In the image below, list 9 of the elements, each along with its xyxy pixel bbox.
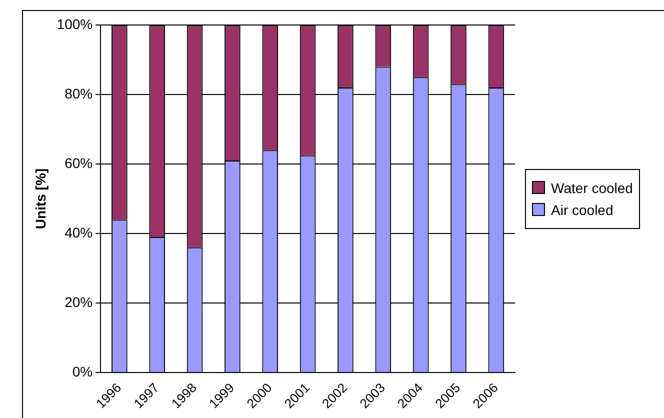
y-tick-label: 80%	[64, 85, 93, 102]
legend-label: Water cooled	[551, 180, 633, 196]
y-axis-title: Units [%]	[32, 168, 48, 230]
y-tick-label: 60%	[64, 154, 93, 171]
y-tick-label: 20%	[64, 294, 93, 310]
legend-label: Air cooled	[551, 202, 614, 218]
y-tick-label: 40%	[64, 224, 93, 240]
y-tick-label: 0%	[72, 363, 93, 380]
y-tick-label: 100%	[56, 16, 93, 32]
